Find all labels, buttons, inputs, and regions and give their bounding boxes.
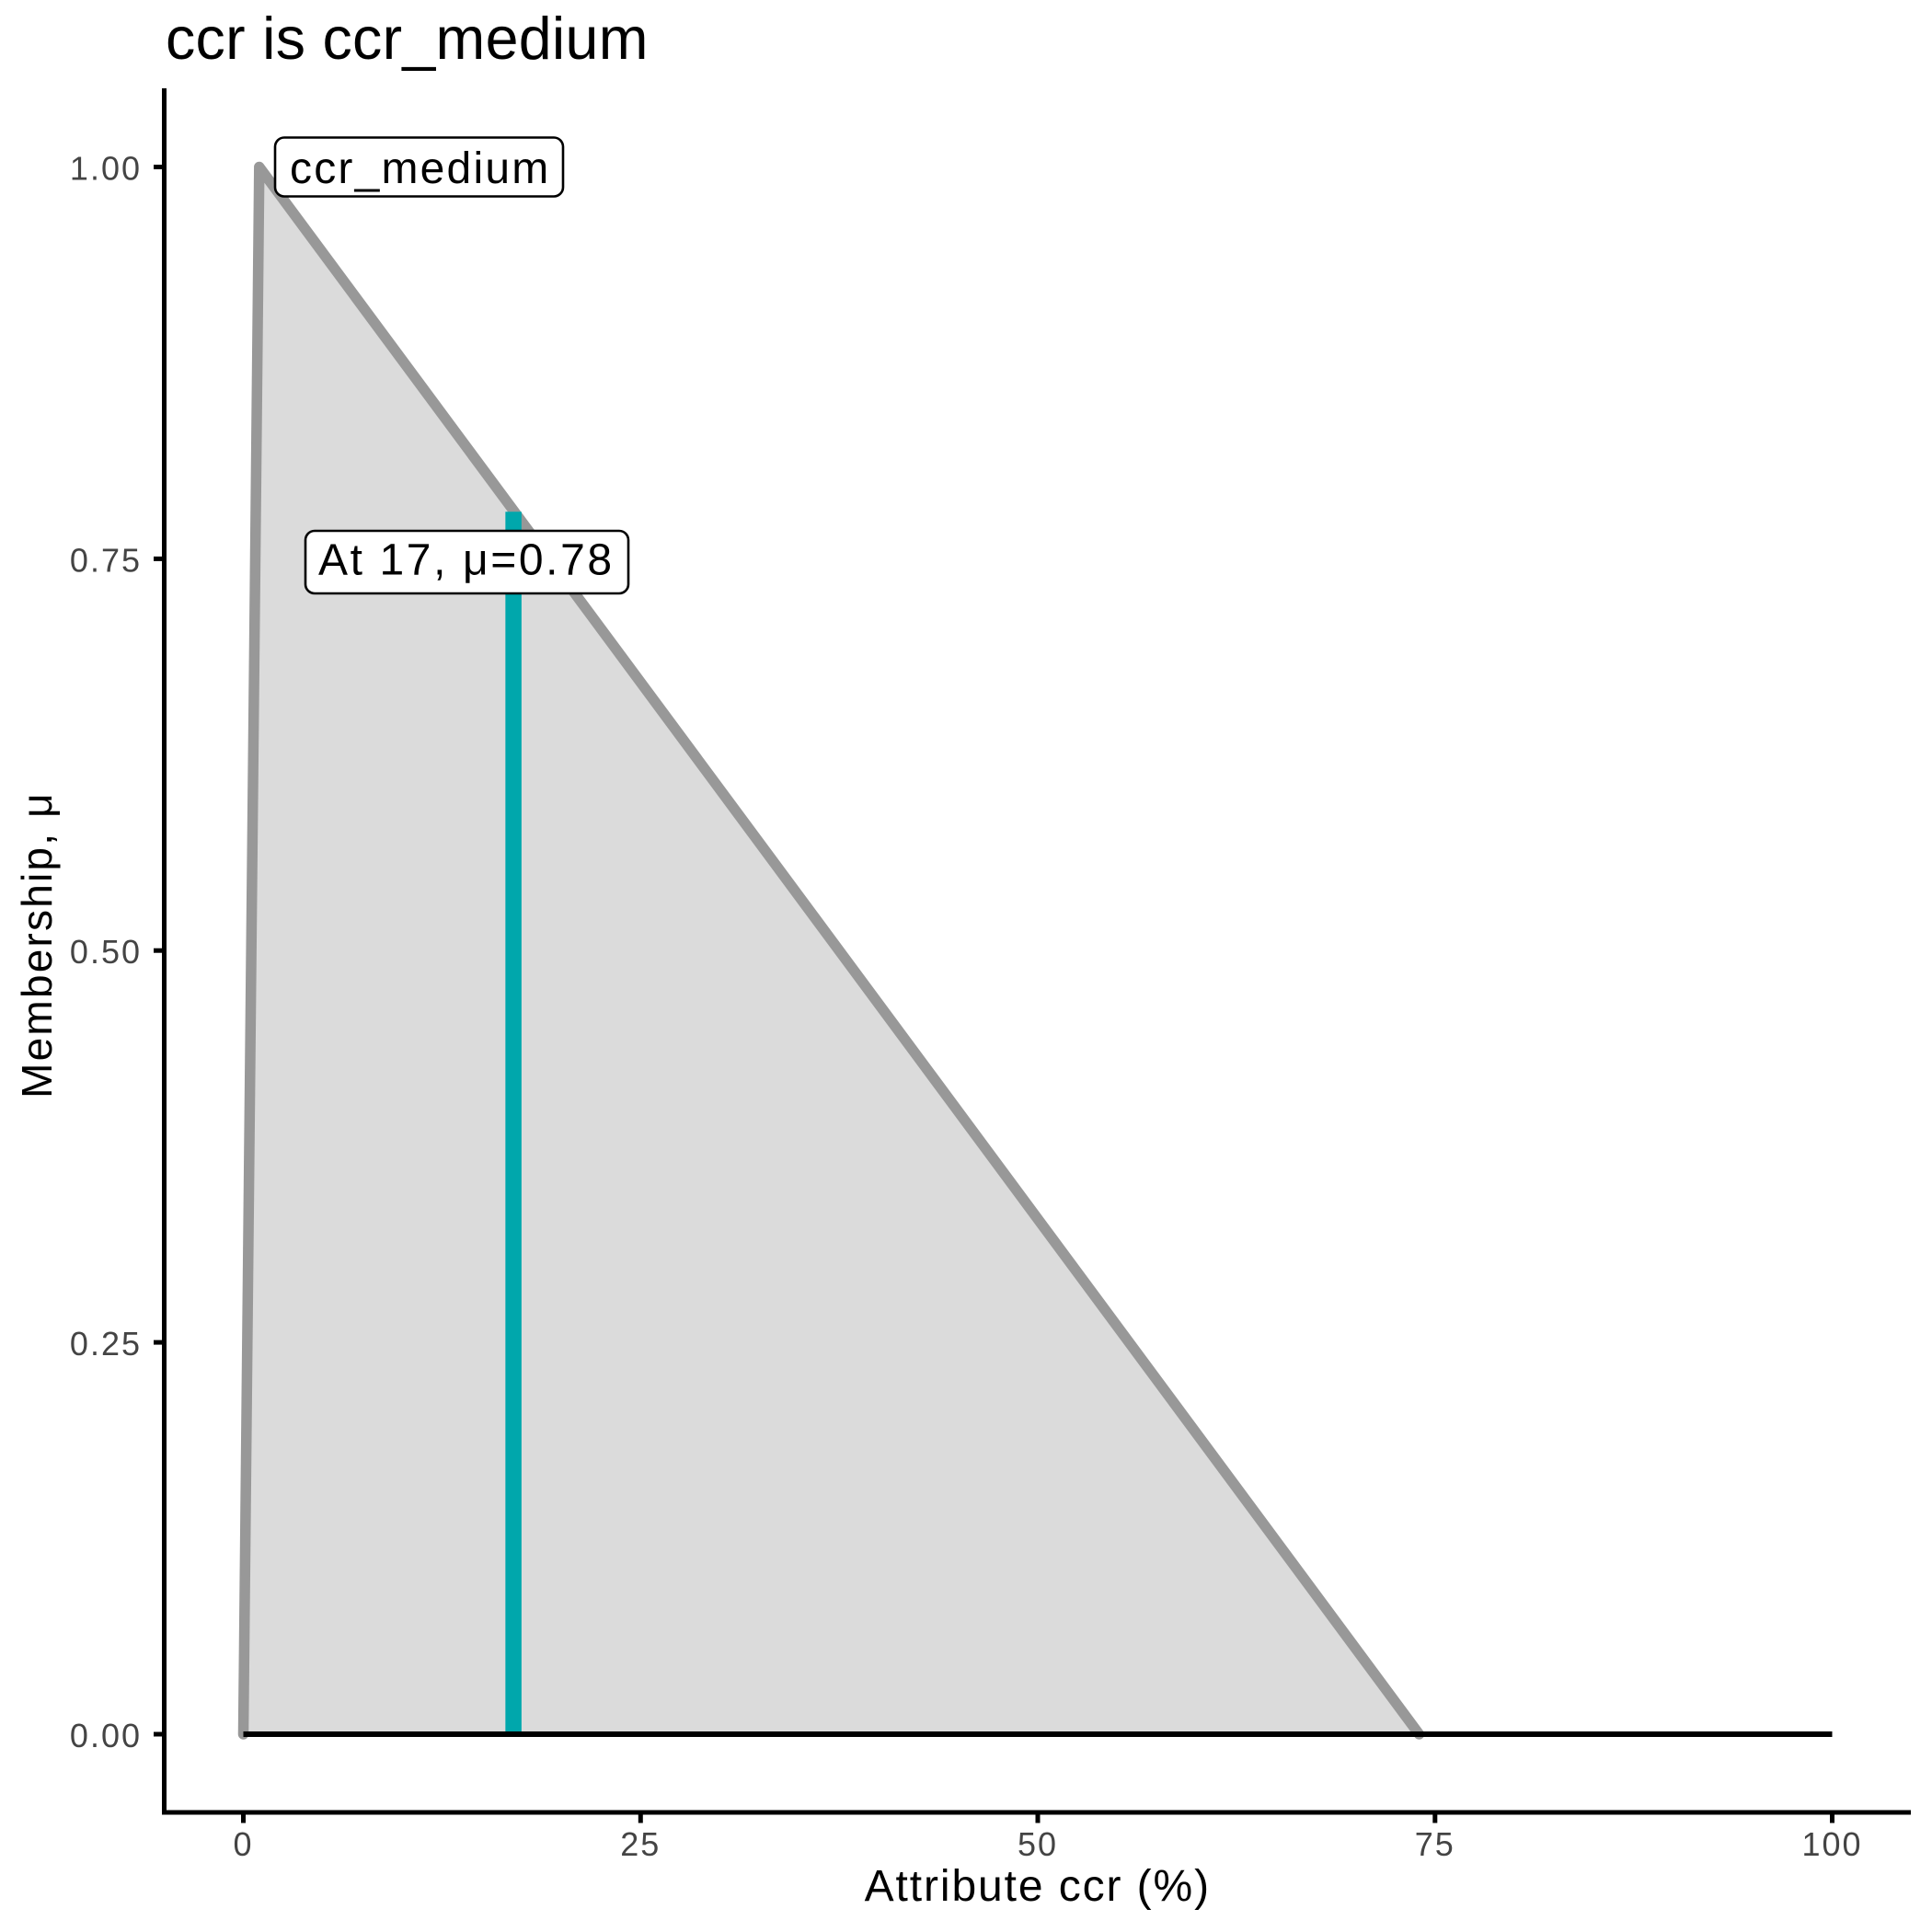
svg-text:ccr_medium: ccr_medium — [290, 144, 550, 193]
svg-text:1.00: 1.00 — [70, 150, 142, 188]
svg-text:At 17, μ=0.78: At 17, μ=0.78 — [318, 536, 615, 585]
svg-text:Attribute ccr (%): Attribute ccr (%) — [865, 1862, 1211, 1911]
svg-text:0.25: 0.25 — [70, 1325, 142, 1363]
svg-text:25: 25 — [620, 1825, 661, 1863]
svg-text:ccr is ccr_medium: ccr is ccr_medium — [166, 6, 649, 72]
svg-text:0.00: 0.00 — [70, 1717, 142, 1754]
svg-text:0.75: 0.75 — [70, 541, 142, 579]
svg-text:100: 100 — [1801, 1825, 1862, 1863]
svg-text:0: 0 — [233, 1825, 253, 1863]
svg-text:0.50: 0.50 — [70, 933, 142, 971]
svg-text:50: 50 — [1018, 1825, 1058, 1863]
svg-text:75: 75 — [1415, 1825, 1455, 1863]
svg-text:Membership, μ: Membership, μ — [13, 791, 61, 1098]
